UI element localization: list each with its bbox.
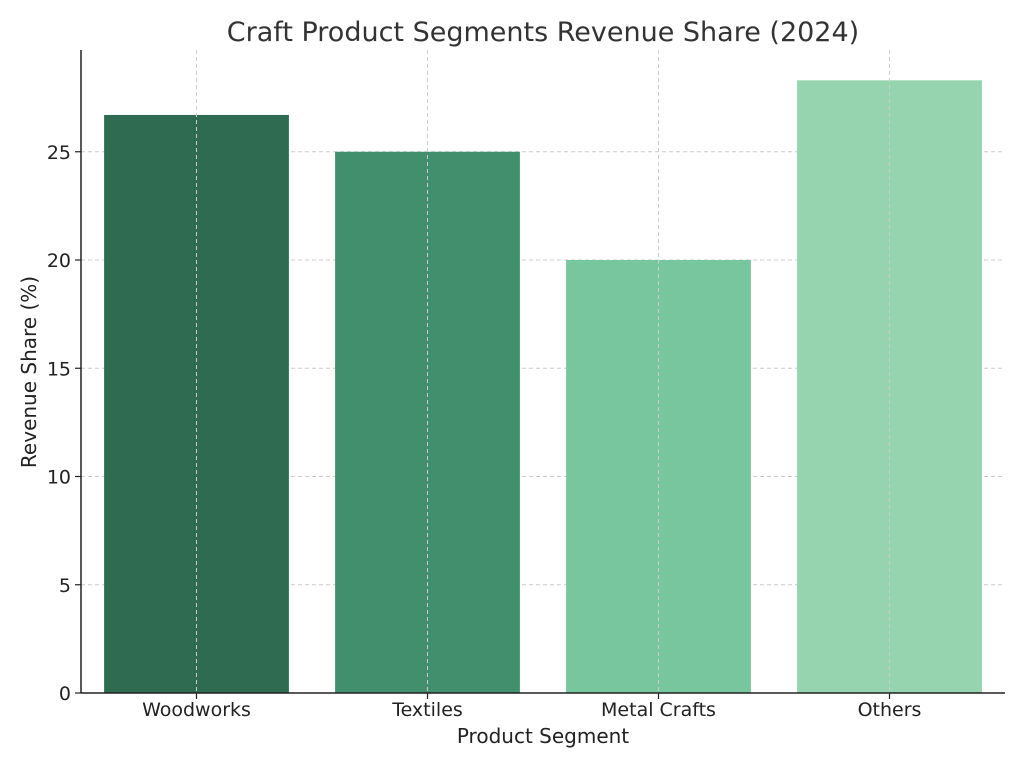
y-tick-label: 20 [47,250,71,272]
x-tick-label: Others [858,699,922,721]
y-tick-label: 5 [59,575,71,597]
y-tick-label: 10 [47,467,71,489]
x-tick-label: Woodworks [142,699,251,721]
y-tick-label: 25 [47,142,71,164]
x-axis-label: Product Segment [457,724,629,748]
bars [104,80,982,694]
axes [80,50,1005,694]
x-tick-label: Metal Crafts [601,699,716,721]
chart-title: Craft Product Segments Revenue Share (20… [227,17,859,48]
vertical-grid [196,50,890,693]
x-tick-label: Textiles [391,699,463,721]
ticks: 0 5 10 15 20 25 Woodworks Textiles Metal Crafts O… [47,142,922,721]
y-tick-label: 0 [59,683,71,705]
y-tick-label: 15 [47,358,71,380]
y-axis-label: Revenue Share (%) [17,276,41,468]
